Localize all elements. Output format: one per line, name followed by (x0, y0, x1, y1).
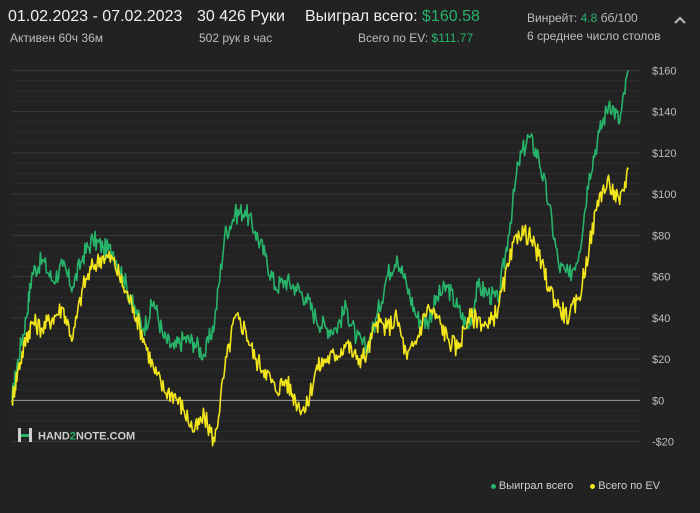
winrate-label: Винрейт: (527, 11, 578, 25)
date-range[interactable]: 01.02.2023 - 07.02.2023 (8, 8, 183, 25)
won-value: $160.58 (422, 8, 480, 25)
legend-label-won: Выиграл всего (498, 480, 574, 492)
ev-label: Всего по EV: (358, 31, 429, 45)
hands-count: 30 426 Руки (197, 8, 285, 25)
hand2note-logo: HAND2NOTE.COM (16, 426, 135, 447)
y-tick-label: $100 (652, 189, 676, 201)
y-tick-label: $40 (652, 313, 670, 325)
series-line-ev (11, 167, 630, 447)
y-tick-label: $20 (652, 354, 670, 366)
ev-value: $111.77 (431, 31, 474, 45)
legend-dot-ev (590, 483, 596, 489)
avg-tables: 6 среднее число столов (527, 29, 661, 43)
chart-legend: Выиграл всего Всего по EV (477, 480, 660, 492)
winrate: Винрейт: 4.8 бб/100 (527, 11, 638, 25)
logo-icon (16, 426, 34, 447)
winrate-unit: бб/100 (600, 11, 638, 25)
chart-grid (12, 69, 640, 443)
y-tick-label: $80 (652, 230, 670, 242)
legend-item-ev[interactable]: Всего по EV (590, 480, 660, 492)
y-tick-label: $0 (652, 395, 664, 407)
summary-header: 01.02.2023 - 07.02.2023 Активен 60ч 36м … (0, 0, 700, 56)
hands-per-hour: 502 рук в час (199, 31, 273, 45)
y-tick-label: $120 (652, 148, 676, 160)
active-time: Активен 60ч 36м (10, 31, 103, 45)
legend-item-won[interactable]: Выиграл всего (490, 480, 576, 492)
ev-total: Всего по EV: $111.77 (358, 31, 473, 45)
legend-label-ev: Всего по EV (598, 480, 660, 492)
won-total: Выиграл всего: $160.58 (305, 8, 480, 26)
chevron-up-icon[interactable] (670, 10, 690, 30)
logo-text-post: NOTE.COM (75, 430, 136, 443)
winrate-value: 4.8 (580, 11, 598, 25)
series-line-won (11, 69, 630, 401)
logo-text-pre: HAND (38, 430, 70, 443)
chart-series (11, 69, 630, 447)
y-tick-label: $160 (652, 65, 676, 77)
y-tick-label: $140 (652, 107, 676, 119)
legend-dot-won (490, 483, 496, 489)
y-tick-label: $60 (652, 272, 670, 284)
y-tick-label: -$20 (652, 437, 674, 449)
y-axis: -$20 $0 $20 $40 $60 $80 $100 $120 $140 $160 (652, 65, 676, 448)
results-chart: -$20$0$20$40$60$80$100$120$140$160 05 00… (11, 65, 676, 449)
logo-text-mid: 2 (69, 430, 76, 443)
won-label: Выиграл всего: (305, 8, 418, 25)
